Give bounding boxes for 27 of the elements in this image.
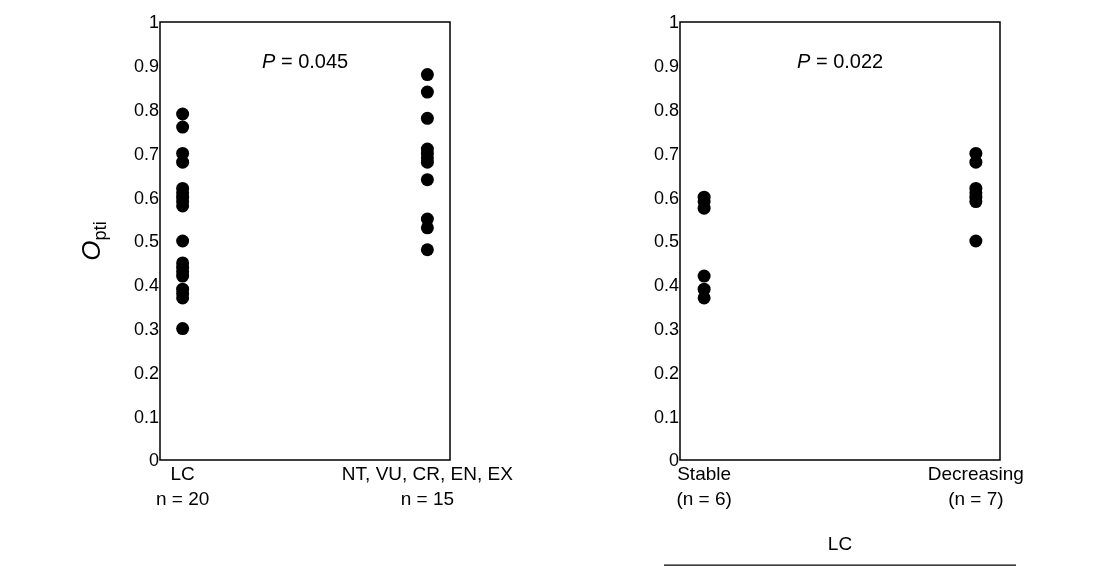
y-tick-label: 0.7: [133, 143, 159, 164]
y-tick-label: 0.3: [653, 318, 679, 339]
y-tick-label: 0: [668, 450, 679, 471]
y-tick-label: 0.8: [133, 99, 159, 120]
y-tick-label: 0.2: [133, 362, 159, 383]
y-tick-label: 0.1: [653, 406, 679, 427]
y-tick-label: 0.6: [653, 187, 679, 208]
annotation: P = 0.045: [262, 50, 349, 72]
x-tick-label: Decreasing (n = 7): [927, 463, 1024, 509]
y-tick-label: 1: [668, 12, 679, 33]
x-axis-title: LC: [827, 532, 853, 554]
y-tick-label: 0.6: [133, 187, 159, 208]
y-tick-label: 0.9: [133, 56, 159, 77]
x-tick-label: NT, VU, CR, EN, EX n = 15: [341, 463, 514, 509]
y-tick-label: 0.1: [133, 406, 159, 427]
y-tick-label: 0.5: [133, 231, 159, 252]
y-tick-label: 0.5: [653, 231, 679, 252]
y-tick-label: 0.7: [653, 143, 679, 164]
annotation: P = 0.022: [797, 50, 884, 72]
y-tick-label: 0: [148, 450, 159, 471]
y-tick-label: 0.4: [133, 275, 159, 296]
y-tick-label: 1: [148, 12, 159, 33]
y-tick-label: 0.3: [133, 318, 159, 339]
y-tick-label: 0.2: [653, 362, 679, 383]
y-tick-label: 0.8: [653, 99, 679, 120]
y-tick-label: 0.9: [653, 56, 679, 77]
y-tick-label: 0.4: [653, 275, 679, 296]
